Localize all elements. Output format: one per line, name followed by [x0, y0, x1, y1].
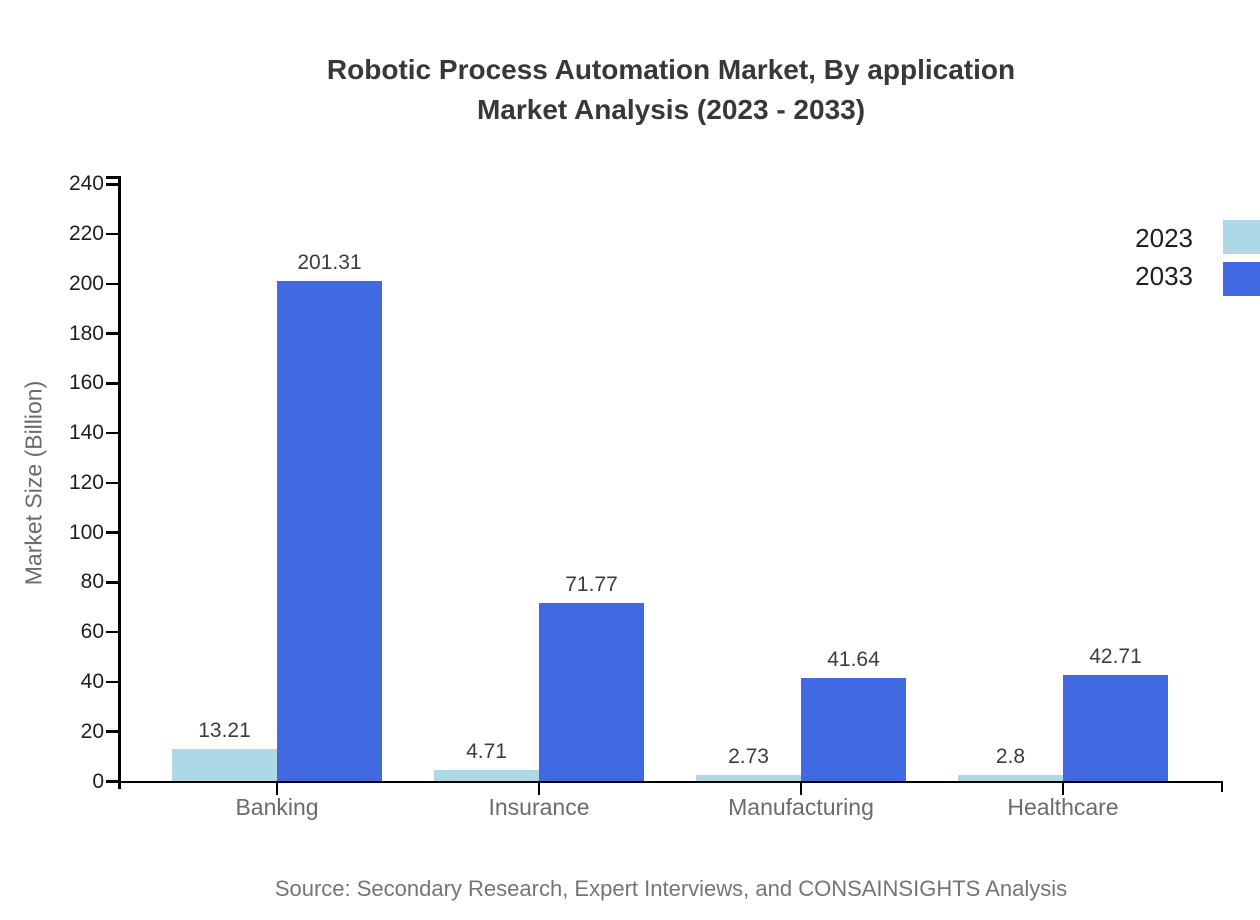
x-axis-end-tick: [1220, 781, 1223, 792]
value-label: 41.64: [827, 647, 880, 671]
bar-2023-healthcare: [958, 774, 1063, 782]
y-tick: [105, 780, 119, 783]
x-tick: [1061, 782, 1065, 795]
bar-2023-banking: [172, 748, 277, 782]
y-tick-label: 20: [80, 719, 104, 743]
bar-2033-banking: [277, 280, 382, 782]
x-tick: [275, 782, 279, 795]
y-axis: [118, 176, 121, 789]
category-label: Manufacturing: [728, 794, 874, 820]
chart-title-line1: Robotic Process Automation Market, By ap…: [326, 54, 1016, 85]
category-label: Insurance: [488, 794, 590, 820]
value-label: 201.31: [297, 250, 362, 274]
category-label: Banking: [235, 794, 319, 820]
y-tick: [105, 332, 119, 335]
y-tick: [105, 630, 119, 634]
y-tick-label: 60: [80, 620, 104, 644]
legend-label-2033: 2033: [1135, 261, 1193, 291]
legend-swatch-2033: [1223, 262, 1260, 296]
bar-2033-manufacturing: [801, 677, 906, 782]
y-axis-end-cap: [105, 176, 121, 179]
x-tick: [537, 782, 541, 795]
y-tick-label: 80: [80, 570, 104, 594]
value-label: 2.8: [995, 744, 1026, 768]
y-tick-label: 120: [68, 470, 104, 494]
y-tick: [105, 680, 119, 684]
y-tick: [105, 382, 119, 385]
y-tick: [105, 581, 119, 584]
y-tick-label: 180: [68, 321, 104, 345]
y-tick: [105, 730, 119, 733]
bar-2023-manufacturing: [696, 774, 801, 782]
y-tick: [105, 531, 119, 534]
y-tick-label: 100: [68, 520, 104, 544]
y-tick-label: 200: [68, 271, 104, 295]
value-label: 42.71: [1089, 645, 1142, 669]
value-label: 71.77: [565, 572, 618, 596]
x-axis: [118, 780, 1223, 783]
value-label: 2.73: [728, 744, 769, 768]
legend-label-2023: 2023: [1135, 223, 1193, 253]
y-tick-label: 160: [68, 371, 104, 395]
y-tick: [105, 183, 119, 186]
value-label: 4.71: [466, 739, 507, 763]
y-tick-label: 0: [92, 769, 104, 793]
y-tick-label: 140: [68, 421, 104, 445]
category-label: Healthcare: [1007, 794, 1119, 820]
legend-swatch-2023: [1223, 220, 1260, 254]
y-tick-label: 240: [68, 172, 104, 196]
source-text: Source: Secondary Research, Expert Inter…: [274, 876, 1068, 901]
y-tick: [105, 431, 119, 435]
y-tick: [105, 481, 119, 485]
bar-2033-healthcare: [1063, 675, 1168, 782]
y-tick-label: 220: [68, 222, 104, 246]
bar-2033-insurance: [539, 602, 644, 782]
y-tick: [105, 232, 119, 236]
value-label: 13.21: [198, 718, 251, 742]
y-tick: [105, 282, 119, 286]
bar-2023-insurance: [434, 769, 539, 782]
x-tick: [799, 782, 803, 795]
chart-title-line2: Market Analysis (2023 - 2033): [476, 94, 866, 125]
y-tick-label: 40: [80, 669, 104, 693]
chart-title: Robotic Process Automation Market, By ap…: [119, 50, 1223, 130]
